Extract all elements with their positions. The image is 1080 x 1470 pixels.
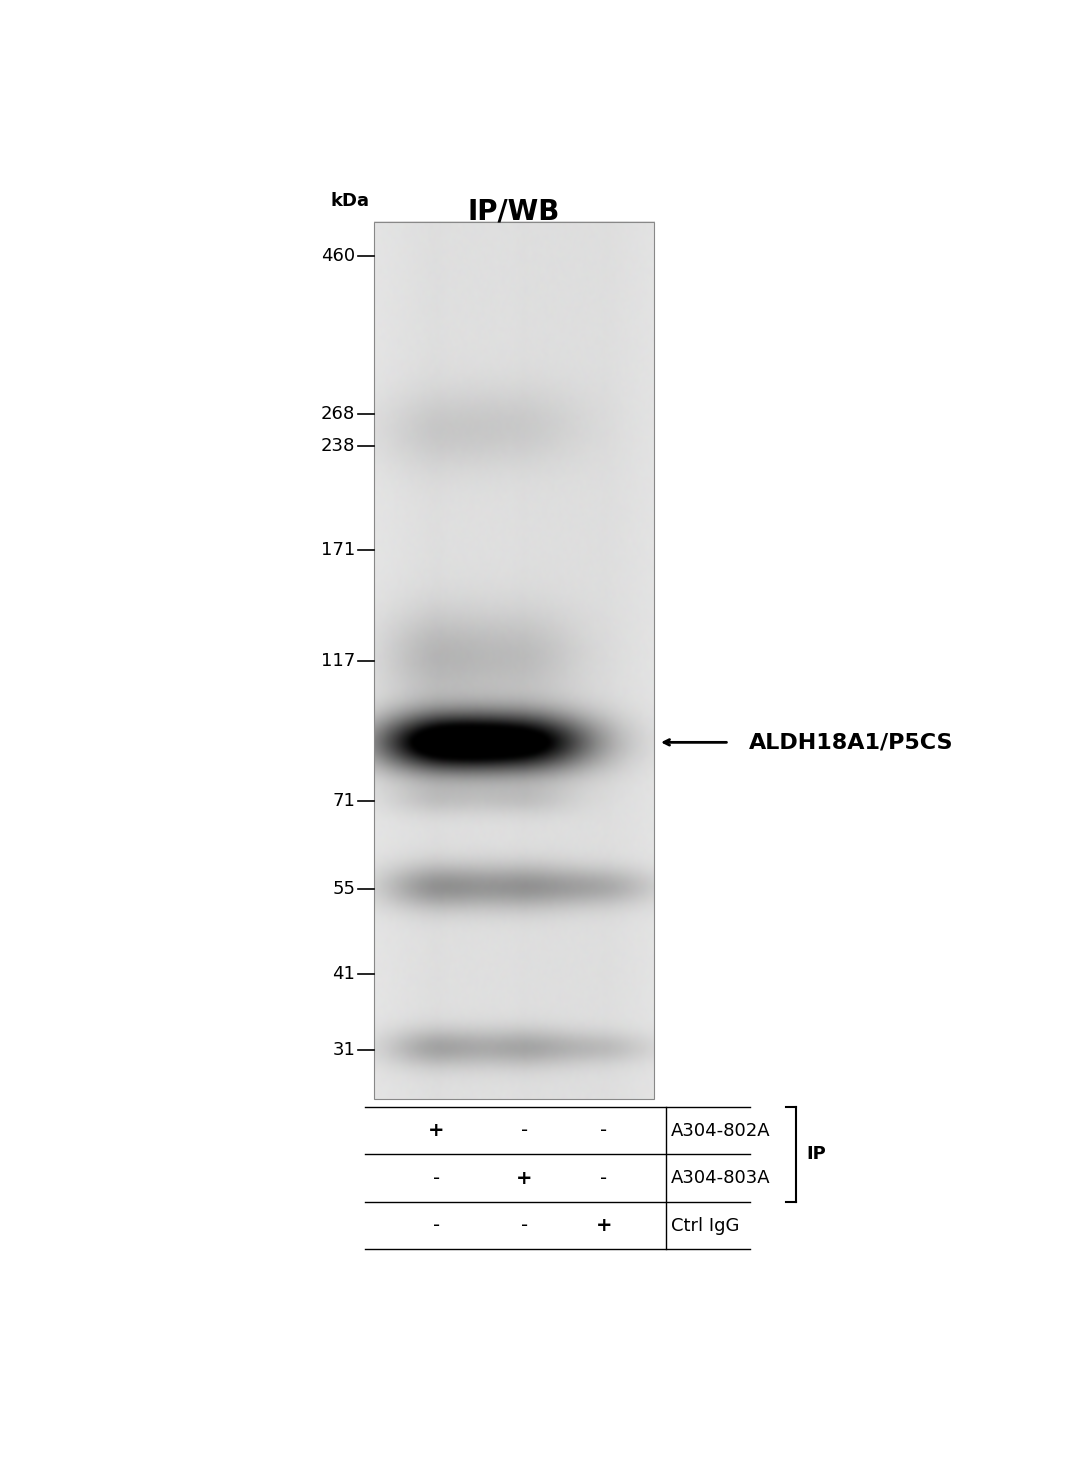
Text: -: - [433, 1216, 440, 1235]
Text: ALDH18A1/P5CS: ALDH18A1/P5CS [748, 732, 953, 753]
Text: 171: 171 [321, 541, 355, 559]
Text: +: + [595, 1216, 612, 1235]
Text: 238: 238 [321, 437, 355, 454]
Text: 31: 31 [333, 1041, 355, 1060]
Text: +: + [516, 1169, 532, 1188]
Text: -: - [521, 1216, 528, 1235]
Text: kDa: kDa [330, 193, 369, 210]
Bar [374, 222, 654, 1100]
Text: 117: 117 [321, 651, 355, 670]
Text: -: - [521, 1122, 528, 1141]
Text: +: + [428, 1122, 445, 1141]
Text: Ctrl IgG: Ctrl IgG [671, 1217, 739, 1235]
Text: -: - [433, 1169, 440, 1188]
Text: -: - [600, 1122, 607, 1141]
Text: A304-802A: A304-802A [671, 1122, 770, 1139]
Text: A304-803A: A304-803A [671, 1169, 770, 1188]
Text: 268: 268 [321, 406, 355, 423]
Text: 55: 55 [333, 881, 355, 898]
Text: 460: 460 [321, 247, 355, 265]
Text: -: - [600, 1169, 607, 1188]
Text: 41: 41 [333, 966, 355, 983]
Text: IP/WB: IP/WB [468, 198, 559, 226]
Text: 71: 71 [333, 792, 355, 810]
Text: IP: IP [807, 1145, 826, 1163]
